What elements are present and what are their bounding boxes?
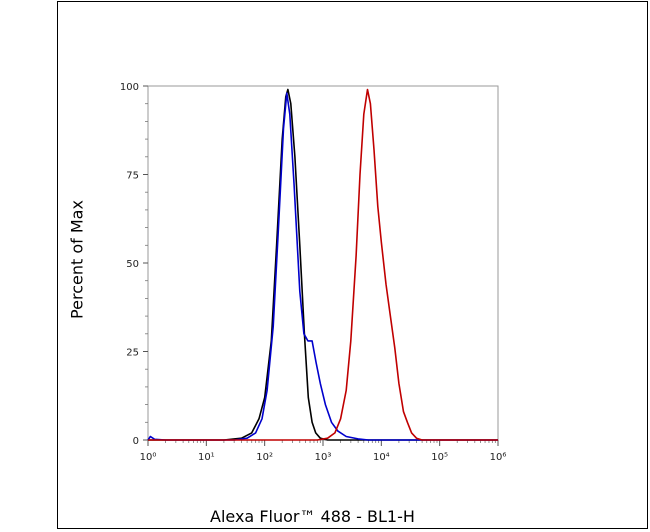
y-tick-label: 100 [120,82,139,93]
series-line-2 [147,92,498,441]
x-axis: 10⁰ 10¹ 10² 10³ 10⁴ 10⁵ 10⁶ [140,440,507,463]
series-layer [147,88,498,441]
y-tick-label: 50 [126,259,139,270]
plot-area [147,85,499,441]
x-tick-label: 10¹ [198,452,215,463]
x-tick-label: 10³ [315,452,332,463]
x-axis-label: Alexa Fluor™ 488 - BL1-H [210,507,415,526]
x-tick-label: 10⁰ [140,452,157,463]
y-tick-label: 25 [126,348,139,359]
x-tick-label: 10⁶ [490,452,507,463]
series-line-1 [148,88,498,441]
y-tick-label: 0 [133,436,139,447]
x-tick-label: 10⁵ [431,452,448,463]
y-tick-label: 75 [126,171,139,182]
figure-frame [57,1,648,529]
x-tick-label: 10⁴ [373,452,390,463]
x-tick-label: 10² [256,452,273,463]
y-axis: 0 25 50 75 100 [120,82,148,447]
series-line-3 [148,88,498,441]
y-axis-label: Percent of Max [67,200,87,319]
